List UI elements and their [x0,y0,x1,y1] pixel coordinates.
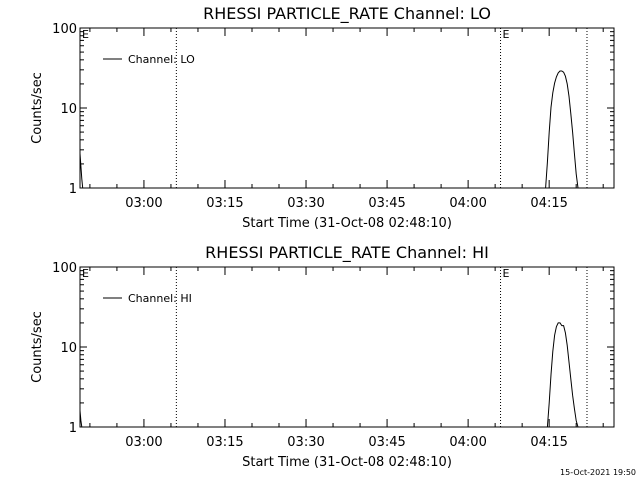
x-tick-label: 03:00 [125,435,162,450]
chart-title: RHESSI PARTICLE_RATE Channel: HI [205,243,489,263]
event-marker-label: E [503,267,510,280]
chart-title: RHESSI PARTICLE_RATE Channel: LO [203,4,491,24]
legend-entry-label: Channel: HI [128,292,192,305]
y-tick-label: 100 [52,22,77,37]
y-tick-label: 100 [52,261,77,276]
chart-panel-hi: RHESSI PARTICLE_RATE Channel: HI Counts/… [30,243,615,470]
chart-panel-lo: RHESSI PARTICLE_RATE Channel: LO Counts/… [30,4,615,231]
series-line-segment [545,70,579,189]
footer-timestamp: 15-Oct-2021 19:50 [560,468,636,477]
x-tick-label: 03:15 [206,196,243,211]
series-line-segment [79,153,84,189]
y-tick-label: 1 [69,421,77,436]
y-tick-label: 1 [69,182,77,197]
x-axis-label: Start Time (31-Oct-08 02:48:10) [242,216,452,231]
x-tick-label: 03:45 [368,435,405,450]
y-axis-label: Counts/sec [30,72,45,144]
x-tick-label: 03:30 [287,435,324,450]
x-tick-label: 03:15 [206,435,243,450]
y-axis-label: Counts/sec [30,311,45,383]
corner-event-marker: E [82,267,89,280]
x-axis-label: Start Time (31-Oct-08 02:48:10) [242,455,452,470]
y-tick-label: 10 [60,102,77,117]
x-tick-label: 04:15 [530,196,567,211]
x-tick-label: 03:00 [125,196,162,211]
x-tick-label: 04:00 [449,196,486,211]
event-marker-label: E [503,28,510,41]
x-tick-label: 03:45 [368,196,405,211]
corner-event-marker: E [82,28,89,41]
y-tick-label: 10 [60,341,77,356]
series-line-segment [546,322,579,428]
x-tick-label: 03:30 [287,196,324,211]
series-line-segment [79,410,83,428]
legend-entry-label: Channel: LO [128,53,195,66]
x-tick-label: 04:15 [530,435,567,450]
x-tick-label: 04:00 [449,435,486,450]
